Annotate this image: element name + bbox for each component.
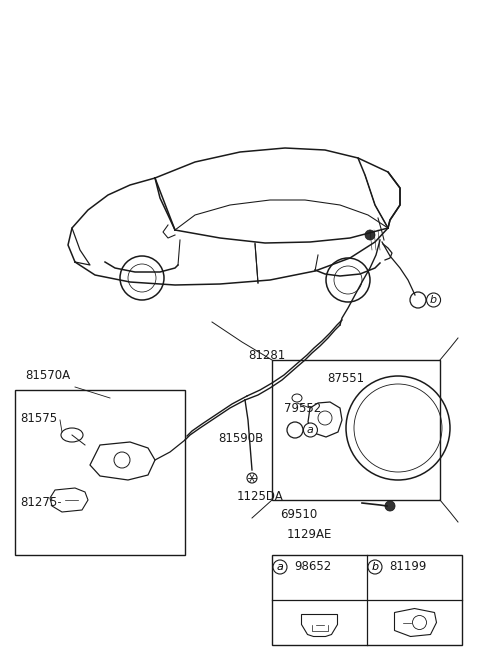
- Text: 81275: 81275: [20, 495, 57, 508]
- Bar: [15, 390, 185, 555]
- Text: 1125DA: 1125DA: [237, 490, 283, 503]
- Text: 98652: 98652: [294, 561, 331, 574]
- Text: 81281: 81281: [248, 349, 285, 362]
- Text: b: b: [372, 562, 379, 572]
- Text: 87551: 87551: [327, 372, 364, 385]
- Text: a: a: [276, 562, 283, 572]
- Circle shape: [385, 501, 395, 511]
- Text: a: a: [307, 425, 314, 435]
- Text: b: b: [430, 295, 437, 305]
- Bar: [272, 555, 462, 645]
- Text: 1129AE: 1129AE: [287, 528, 332, 541]
- Text: 81199: 81199: [389, 561, 426, 574]
- Circle shape: [365, 230, 375, 240]
- Bar: [272, 360, 440, 500]
- Text: 79552: 79552: [284, 402, 321, 415]
- Text: 81570A: 81570A: [25, 369, 70, 382]
- Text: 69510: 69510: [280, 508, 317, 521]
- Text: 81590B: 81590B: [218, 432, 263, 445]
- Text: 81575: 81575: [20, 411, 57, 424]
